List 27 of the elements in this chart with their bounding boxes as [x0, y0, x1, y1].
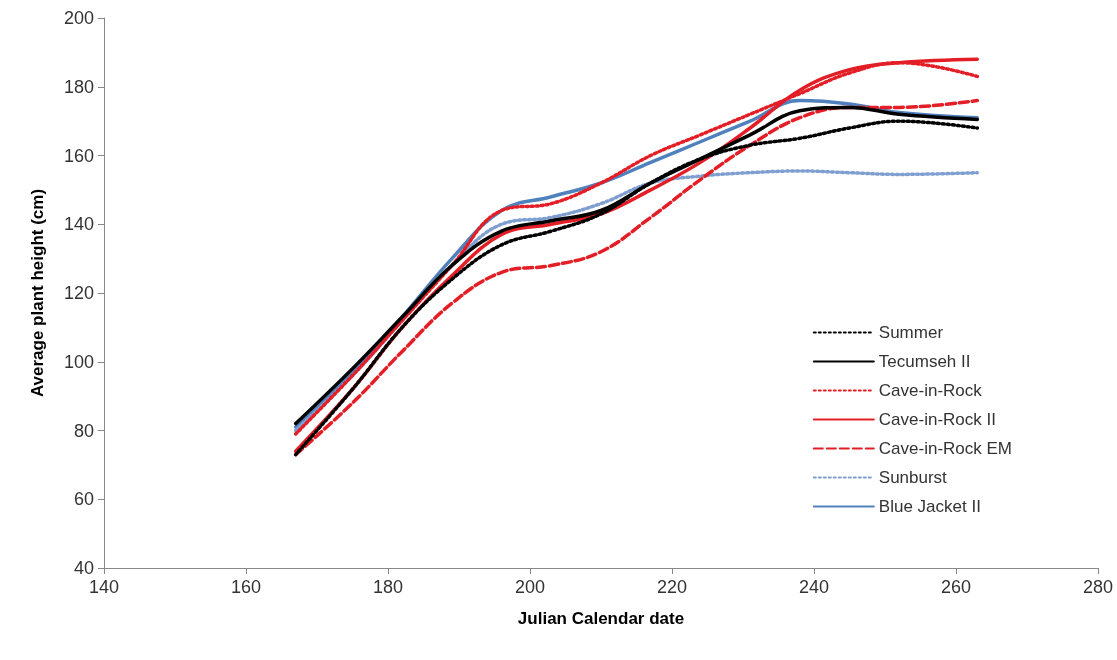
x-tick-label: 220: [656, 577, 688, 597]
x-axis-title: Julian Calendar date: [517, 609, 685, 628]
x-tick-label: 260: [940, 577, 972, 597]
x-tick-label: 180: [372, 577, 404, 597]
legend-label: Cave-in-Rock II: [878, 410, 996, 429]
legend-label: Sunburst: [878, 468, 948, 487]
y-tick-label: 160: [63, 145, 94, 166]
y-tick-label: 80: [73, 420, 94, 441]
x-tick-label: 280: [1082, 577, 1114, 597]
y-tick-label: 40: [73, 558, 94, 578]
x-tick-label: 240: [798, 577, 830, 597]
y-tick-label: 60: [73, 489, 94, 510]
y-tick-label: 140: [63, 214, 94, 235]
y-tick-label: 200: [63, 8, 94, 28]
y-tick-label: 100: [63, 351, 94, 372]
legend-label: Tecumseh II: [878, 352, 971, 371]
x-tick-label: 200: [514, 577, 546, 597]
line-series: [293, 169, 980, 433]
legend-label: Cave-in-Rock EM: [878, 439, 1013, 458]
y-tick-label: 120: [63, 283, 94, 303]
legend-label: Blue Jacket II: [878, 497, 981, 516]
x-tick-label: 160: [230, 577, 262, 597]
x-tick-label: 140: [88, 577, 120, 597]
legend-label: Summer: [878, 323, 944, 342]
y-axis-title: Average plant height (cm): [28, 188, 47, 398]
legend-label: Cave-in-Rock: [878, 381, 983, 400]
y-tick-label: 180: [63, 76, 94, 97]
